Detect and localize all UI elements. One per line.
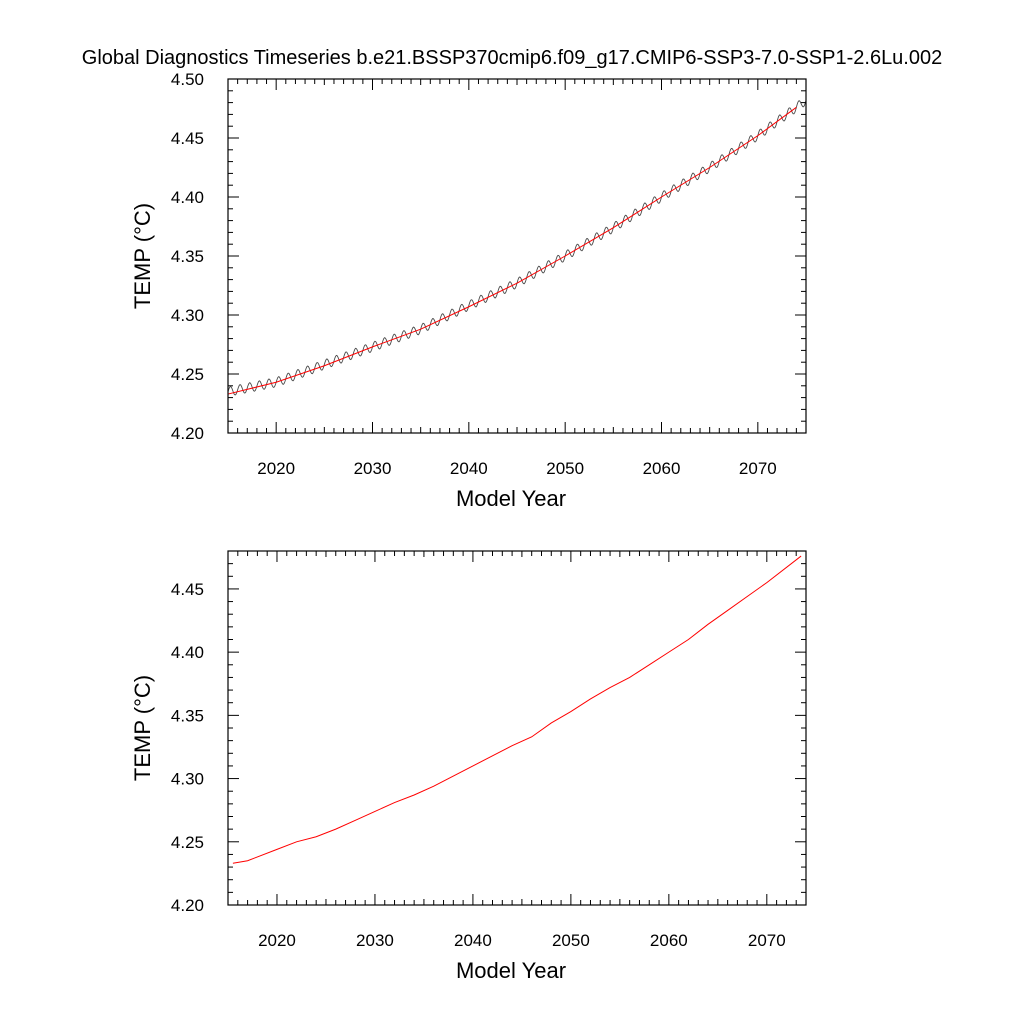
- top-panel: 2020 2030 2040 2050 2060 2070 4.20 4.25 4.30 4.35…: [130, 70, 807, 511]
- bottom-y-axis-label: TEMP (°C): [130, 675, 155, 781]
- bottom-y-tick-label: 4.45: [171, 580, 204, 599]
- top-plot-frame: [227, 78, 807, 434]
- bottom-x-tick-label: 2060: [650, 931, 688, 950]
- bottom-plot-frame: [227, 550, 807, 906]
- bottom-y-tick-label: 4.25: [171, 833, 204, 852]
- bottom-y-tick-label: 4.20: [171, 896, 204, 915]
- top-x-tick-label: 2020: [257, 459, 295, 478]
- top-x-tick-label: 2040: [450, 459, 488, 478]
- bottom-x-tick-label: 2050: [552, 931, 590, 950]
- top-x-tick-label: 2070: [739, 459, 777, 478]
- top-y-tick-label: 4.25: [171, 365, 204, 384]
- top-x-tick-label: 2050: [546, 459, 584, 478]
- top-y-tick-label: 4.35: [171, 247, 204, 266]
- top-x-tick-label: 2030: [354, 459, 392, 478]
- top-smoothed-series-line: [227, 106, 797, 395]
- bottom-x-axis-label: Model Year: [456, 958, 566, 983]
- top-y-tick-label: 4.40: [171, 188, 204, 207]
- bottom-x-tick-label: 2070: [748, 931, 786, 950]
- bottom-x-tick-label: 2040: [454, 931, 492, 950]
- top-y-tick-label: 4.50: [171, 70, 204, 89]
- top-y-tick-label: 4.20: [171, 424, 204, 443]
- top-raw-series-line: [227, 100, 807, 396]
- bottom-y-tick-label: 4.30: [171, 770, 204, 789]
- chart-title: Global Diagnostics Timeseries b.e21.BSSP…: [82, 47, 942, 69]
- bottom-smoothed-series-line: [232, 555, 802, 864]
- top-x-axis-label: Model Year: [456, 486, 566, 511]
- bottom-y-tick-label: 4.40: [171, 643, 204, 662]
- top-y-tick-label: 4.30: [171, 306, 204, 325]
- top-y-axis-label: TEMP (°C): [130, 203, 155, 309]
- bottom-x-tick-label: 2030: [356, 931, 394, 950]
- top-x-tick-label: 2060: [643, 459, 681, 478]
- bottom-panel: 2020 2030 2040 2050 2060 2070 4.20 4.25 4.30 4.35…: [130, 550, 807, 983]
- bottom-x-tick-label: 2020: [258, 931, 296, 950]
- top-y-tick-label: 4.45: [171, 129, 204, 148]
- bottom-y-tick-label: 4.35: [171, 706, 204, 725]
